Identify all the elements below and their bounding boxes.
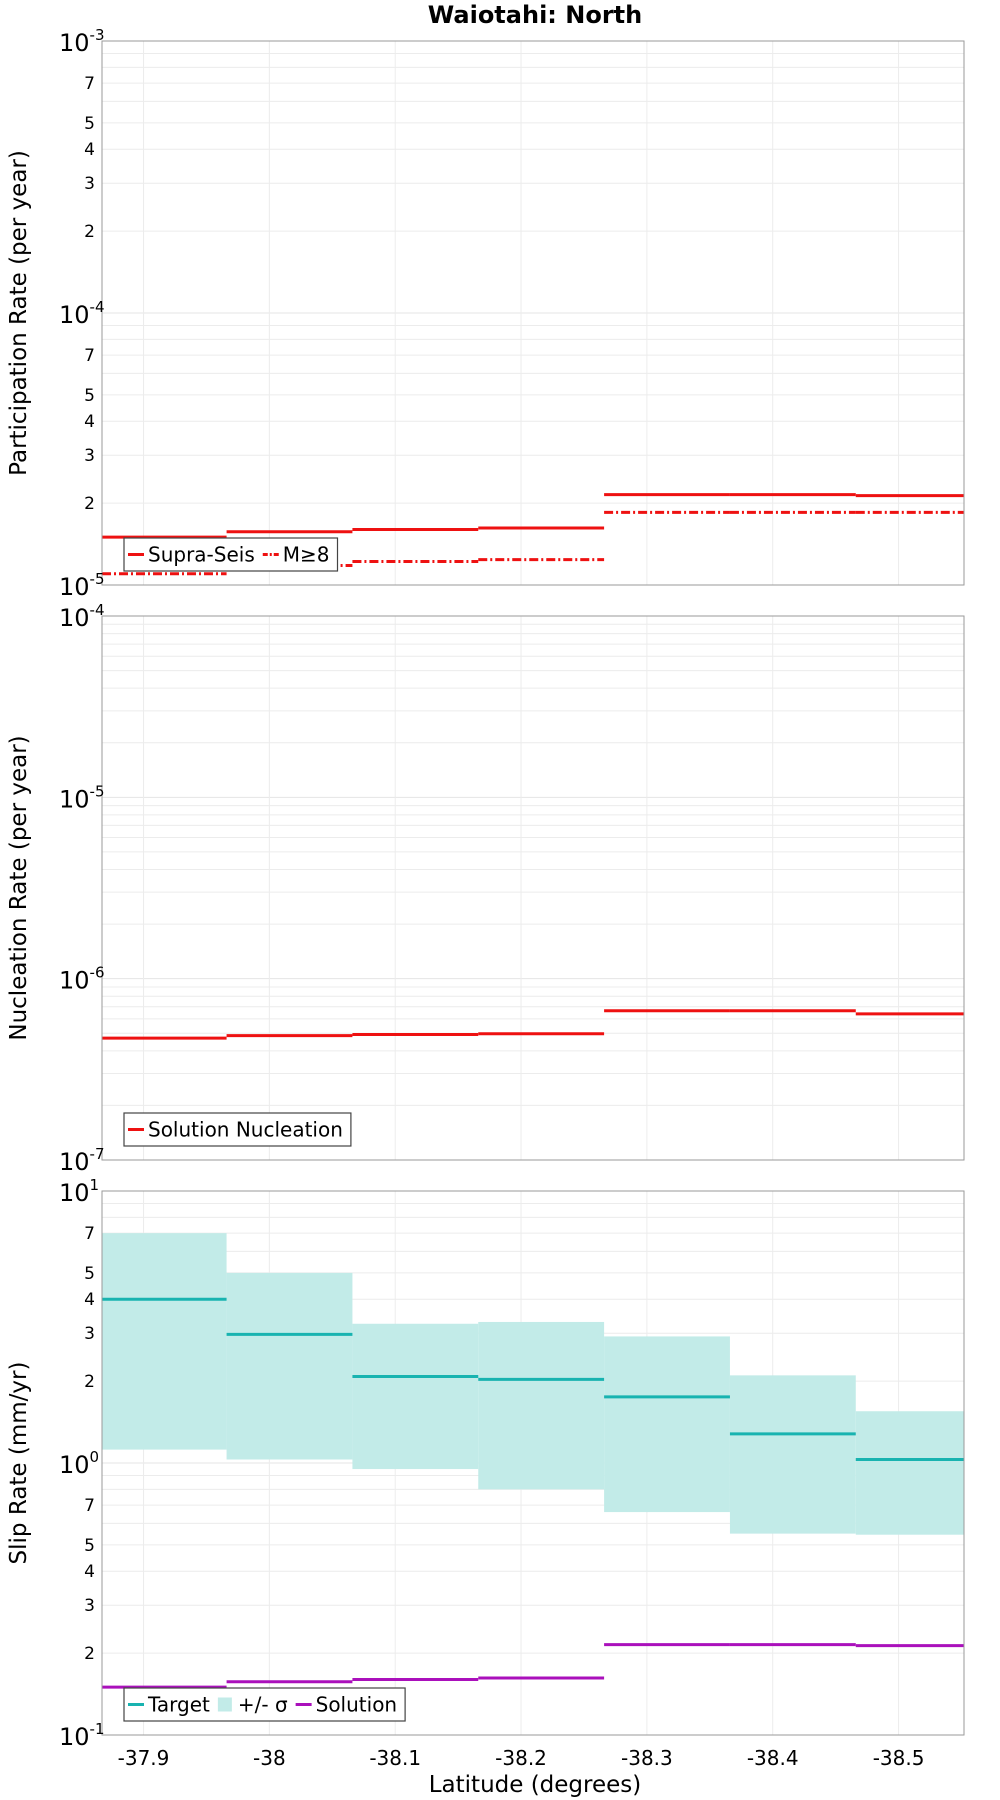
y-minor-tick-label: 3: [84, 174, 95, 194]
y-minor-tick-label: 4: [84, 412, 95, 432]
y-minor-tick-label: 2: [84, 1644, 95, 1664]
y-minor-tick-label: 5: [84, 386, 95, 406]
y-tick-label: 10-3: [59, 26, 105, 57]
y-tick-label: 10-5: [59, 570, 105, 601]
y-minor-tick-label: 4: [84, 140, 95, 160]
legend-swatch: [217, 1697, 232, 1712]
y-minor-tick-label: 2: [84, 494, 95, 514]
band-segment: [352, 1323, 479, 1470]
band-segment: [729, 1375, 856, 1534]
y-minor-tick-label: 5: [84, 1536, 95, 1556]
legend-box: [123, 537, 339, 572]
legend-label: Solution: [316, 1693, 397, 1717]
y-minor-tick-label: 7: [84, 1224, 95, 1244]
y-minor-tick-label: 3: [84, 1596, 95, 1616]
y-minor-tick-label: 7: [84, 346, 95, 366]
y-minor-tick-label: 5: [84, 1264, 95, 1284]
y-minor-tick-label: 3: [84, 1324, 95, 1344]
y-minor-tick-label: 5: [84, 114, 95, 134]
y-minor-tick-label: 4: [84, 1562, 95, 1582]
legend-box: [123, 1112, 352, 1147]
y-tick-label: 10-1: [59, 1720, 105, 1751]
panel-3: 10-1 100 101 2 3 4 5 7 2 3 4 5 7 Slip Rate (mm/yr) Tar…: [6, 1176, 965, 1770]
y-axis-label: Nucleation Rate (per year): [6, 735, 32, 1040]
y-tick-label: 10-5: [59, 782, 105, 813]
legend-label: Supra-Seis: [148, 543, 255, 567]
x-axis-label: Latitude (degrees): [429, 1772, 642, 1798]
x-tick-label: -38: [253, 1746, 286, 1770]
y-minor-tick-label: 3: [84, 446, 95, 466]
legend-label: Solution Nucleation: [148, 1118, 343, 1142]
panel-1: 10-5 10-4 10-3 2 3 4 5 7 2 3 4 5 7 Participation Rate…: [6, 26, 965, 601]
y-tick-label: 10-7: [59, 1145, 105, 1176]
band-segment: [478, 1321, 605, 1490]
y-tick-label: 10-4: [59, 298, 105, 329]
x-tick-label: -38.2: [495, 1746, 547, 1770]
legend-box: [123, 1687, 406, 1722]
y-minor-tick-label: 4: [84, 1290, 95, 1310]
band-segment: [226, 1272, 353, 1460]
x-tick-label: -38.1: [369, 1746, 421, 1770]
x-tick-label: -38.4: [747, 1746, 799, 1770]
panel-2: 10-7 10-6 10-5 10-4 Nucleation Rate (per yea…: [6, 601, 965, 1176]
plot-frame: [101, 615, 965, 1161]
chart-title: Waiotahi: North: [428, 1, 642, 29]
legend: Target +/- σ Solution: [123, 1687, 406, 1722]
band-segment: [855, 1411, 964, 1535]
legend-label: Target: [147, 1693, 210, 1717]
y-axis-label: Participation Rate (per year): [6, 150, 32, 476]
plot-frame: [101, 40, 965, 586]
legend-label: +/- σ: [238, 1693, 288, 1717]
y-minor-tick-label: 7: [84, 74, 95, 94]
y-tick-label: 10-6: [59, 964, 105, 995]
legend: Supra-Seis M≥8: [123, 537, 339, 572]
plot-frame: [101, 1190, 965, 1736]
legend: Solution Nucleation: [123, 1112, 352, 1147]
y-tick-label: 100: [59, 1448, 99, 1479]
y-tick-label: 10-4: [59, 601, 105, 632]
x-tick-label: -37.9: [118, 1746, 170, 1770]
x-tick-label: -38.3: [621, 1746, 673, 1770]
x-tick-label: -38.5: [873, 1746, 925, 1770]
band-segment: [604, 1336, 730, 1513]
y-tick-label: 101: [59, 1176, 99, 1207]
y-axis-label: Slip Rate (mm/yr): [6, 1362, 32, 1565]
band-segment: [102, 1233, 227, 1450]
y-minor-tick-label: 7: [84, 1496, 95, 1516]
y-minor-tick-label: 2: [84, 1372, 95, 1392]
legend-label: M≥8: [283, 543, 330, 567]
y-minor-tick-label: 2: [84, 222, 95, 242]
